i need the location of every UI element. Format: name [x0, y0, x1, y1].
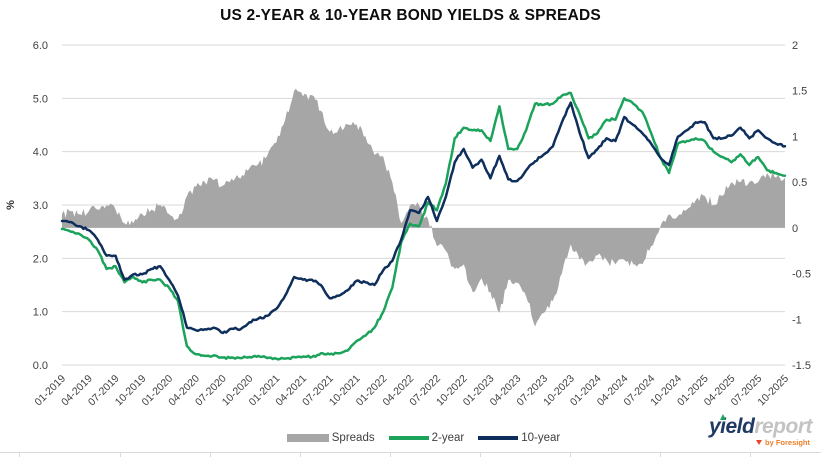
spreads-area [62, 88, 785, 327]
left-axis-tick: 4.0 [33, 147, 48, 159]
right-axis-tick: -0.5 [792, 269, 811, 281]
legend-label-2year: 2-year [431, 432, 465, 444]
legend-item-spreads: Spreads [286, 432, 375, 444]
yieldreport-logo-text: yieldreport [708, 414, 812, 438]
two-year-swatch-icon [388, 436, 429, 440]
right-axis-tick: -1 [792, 314, 802, 326]
ten-year-line [60, 101, 787, 335]
left-axis-title: % [5, 200, 17, 210]
left-axis-tick: 1.0 [33, 307, 48, 319]
left-axis-tick: 0.0 [33, 360, 48, 372]
logo-yield: yield [708, 415, 755, 438]
legend-label-spreads: Spreads [331, 432, 375, 444]
spreads-swatch-icon [286, 434, 329, 442]
left-axis-tick: 3.0 [33, 200, 48, 212]
yieldreport-logo: yieldreport by Foresight [708, 414, 812, 447]
right-axis-tick: 1 [792, 131, 798, 143]
right-axis-tick: 0.5 [792, 177, 807, 189]
logo-triangle-down-icon [755, 440, 762, 446]
yields-spreads-chart: 6.0 5.0 4.0 3.0 2.0 1.0 0.0 2 1.5 1 0.5 0 -0.5 -1 -1.5… [5, 40, 811, 408]
legend-item-2year: 2-year [388, 432, 465, 444]
right-axis-tick: 2 [792, 40, 798, 52]
logo-tagline-text: by Foresight [764, 438, 810, 447]
legend-label-10year: 10-year [521, 432, 561, 444]
ten-year-swatch-icon [478, 436, 519, 440]
logo-triangle-up-icon [719, 414, 726, 420]
right-axis-tick: 1.5 [792, 86, 807, 98]
left-axis-tick: 6.0 [33, 40, 48, 52]
bottom-grid-edge [0, 452, 821, 457]
logo-report: report [754, 415, 812, 438]
right-axis-tick: 0 [792, 223, 798, 235]
left-axis-tick: 5.0 [33, 93, 48, 105]
two-year-line [60, 91, 787, 361]
legend: Spreads 2-year 10-year [62, 432, 785, 444]
right-axis-tick: -1.5 [792, 360, 811, 372]
logo-tagline: by Foresight [709, 439, 812, 447]
chart-title: US 2-YEAR & 10-YEAR BOND YIELDS & SPREAD… [220, 7, 601, 24]
legend-item-10year: 10-year [478, 432, 560, 444]
left-axis-tick: 2.0 [33, 253, 48, 265]
